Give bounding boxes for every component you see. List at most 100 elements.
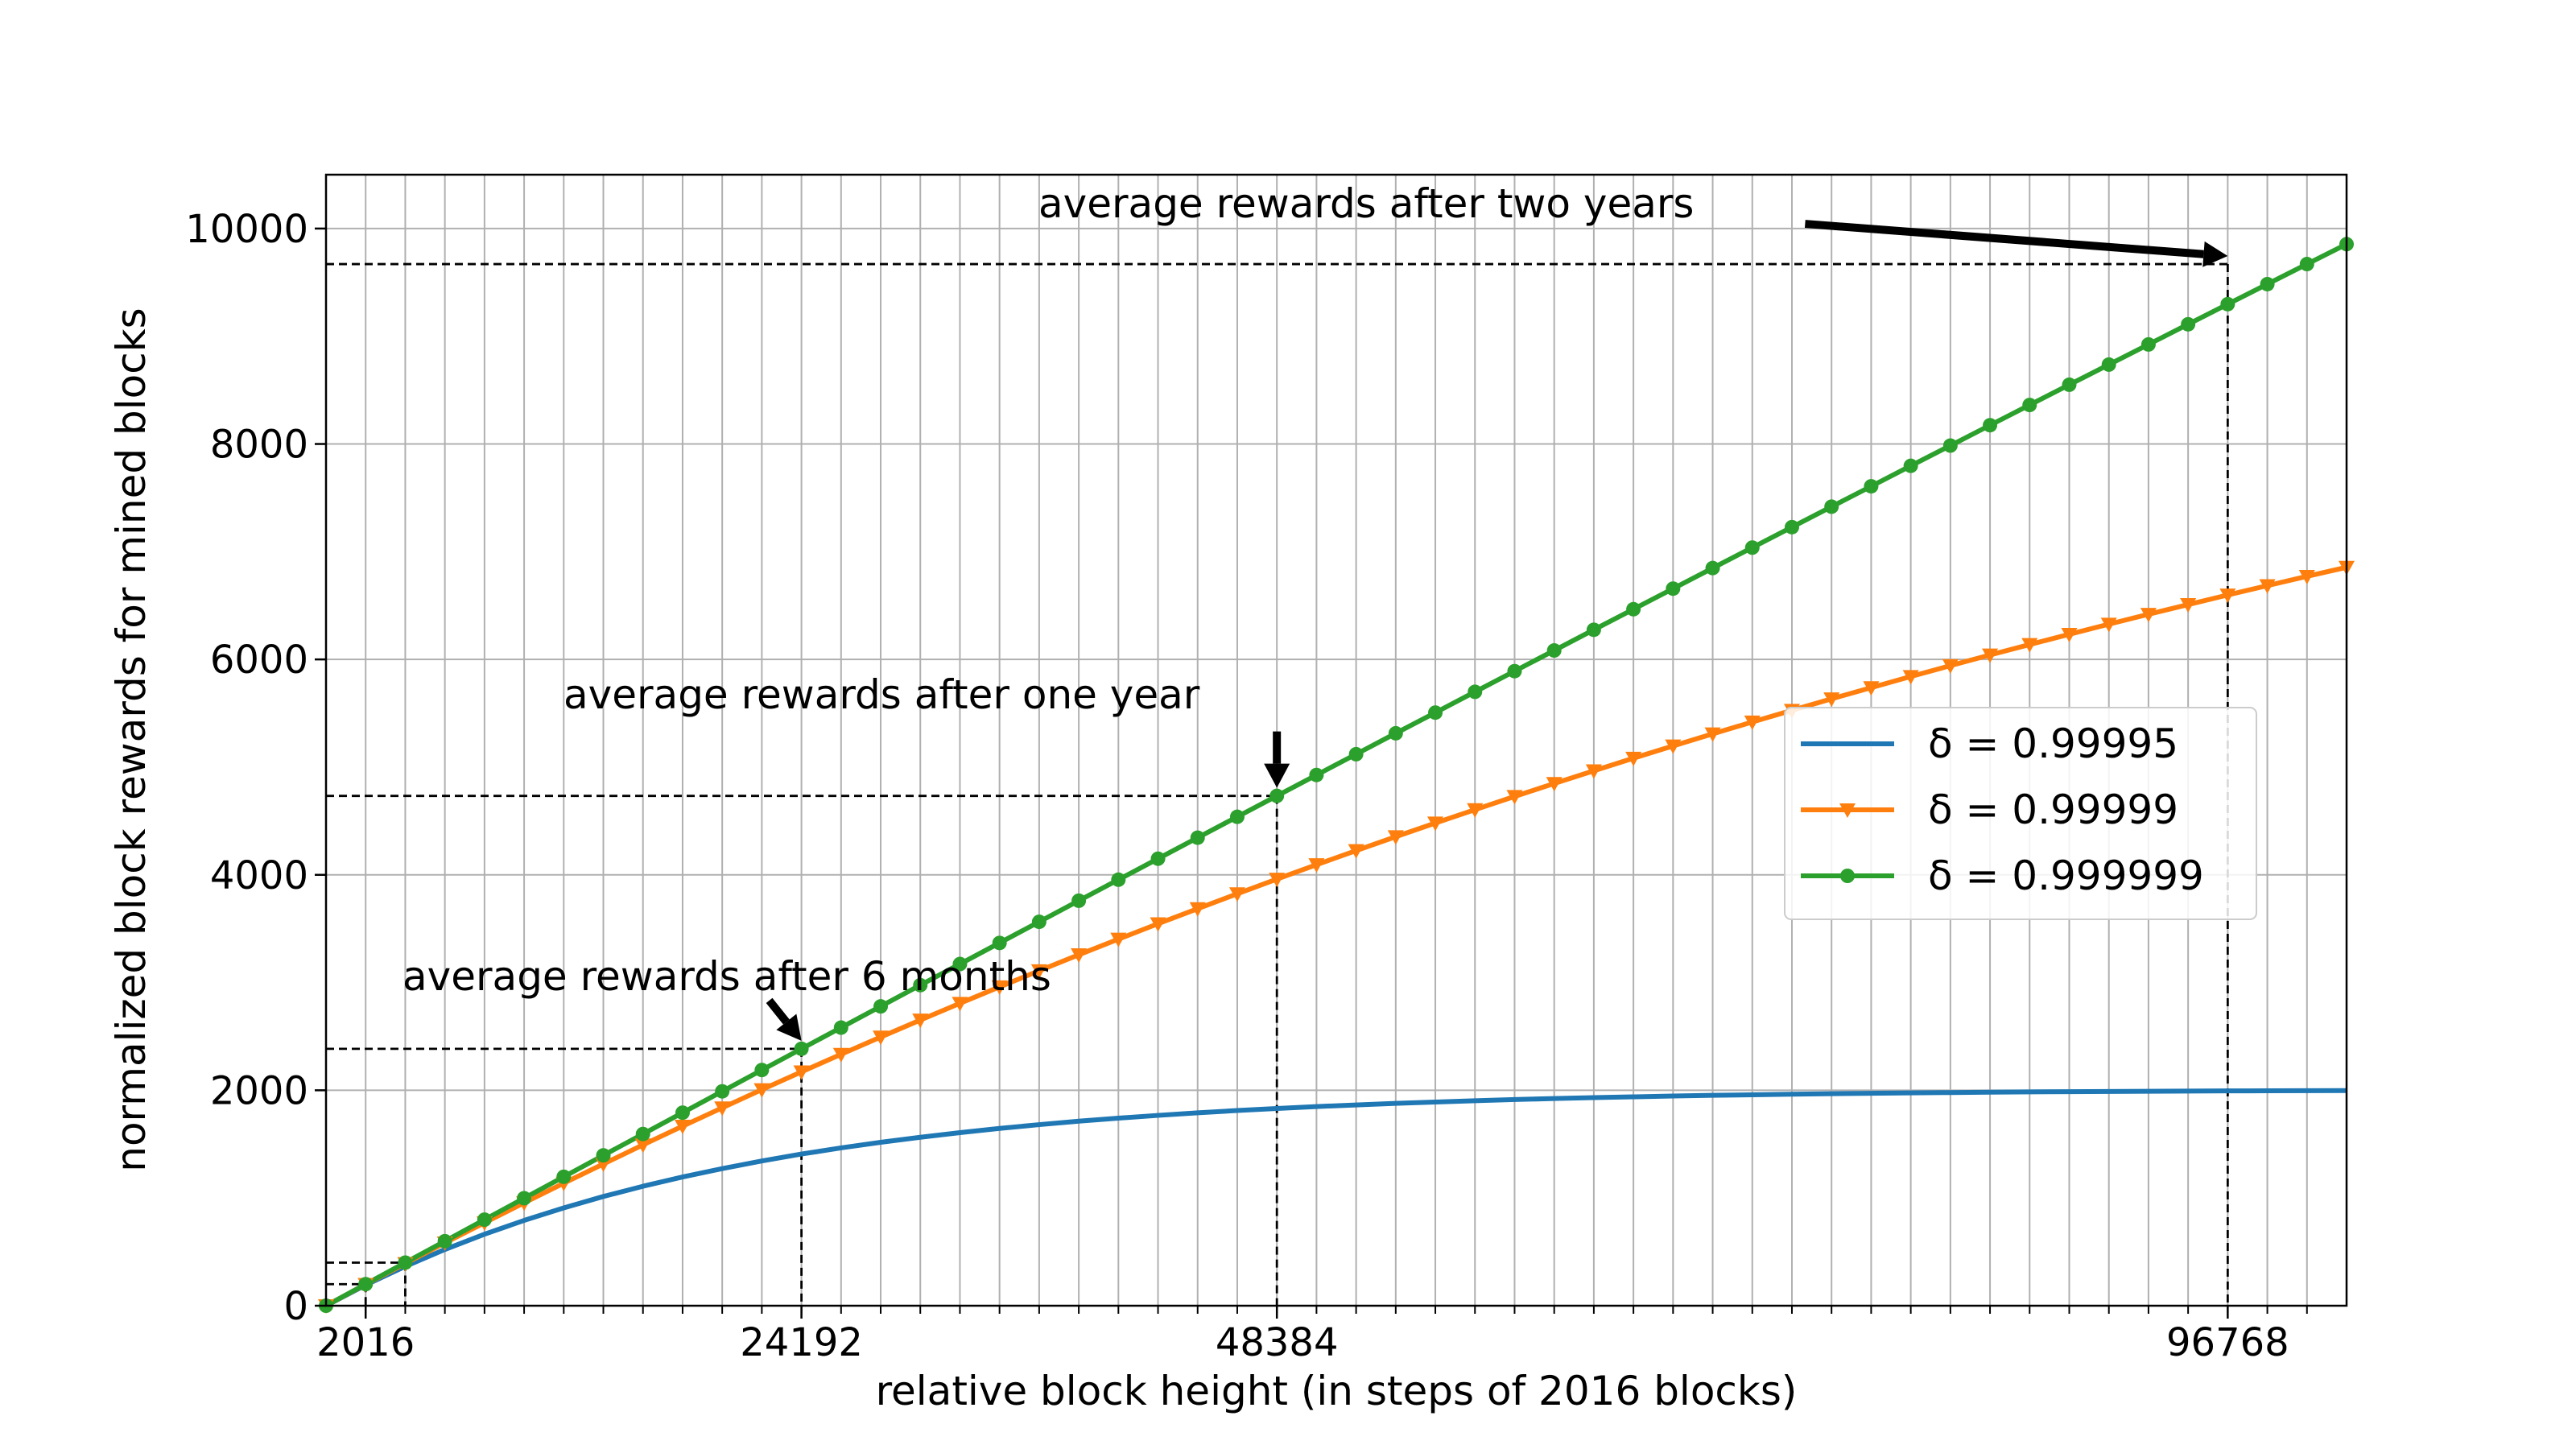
series-2-point	[1982, 648, 1999, 663]
series-3-point	[635, 1126, 650, 1141]
series-2-point	[1189, 902, 1206, 917]
series-3-point	[952, 956, 968, 972]
series-3-point	[2299, 257, 2314, 272]
series-3-point	[1190, 830, 1205, 845]
series-2-point	[873, 1030, 890, 1046]
series-3-point	[715, 1084, 730, 1099]
series-2-point	[1744, 715, 1761, 730]
x-tick-label: 24192	[740, 1320, 863, 1365]
series-line-1	[326, 1088, 2347, 1306]
series-3-point	[2181, 316, 2196, 332]
series-2-point	[1150, 917, 1166, 932]
series-2-point	[2100, 617, 2117, 633]
series-3-point	[1666, 581, 1681, 597]
series-2-point	[1348, 844, 1364, 859]
annotations: average rewards after 6 months average re…	[402, 180, 2228, 1041]
series-3-point	[477, 1212, 492, 1228]
series-3-point	[1586, 622, 1601, 638]
annotation-text: average rewards after one year	[564, 671, 1200, 718]
series-3-point	[913, 977, 928, 993]
series-2-point	[2219, 588, 2236, 604]
series-3-point	[1348, 746, 1364, 762]
series-2-point	[2021, 638, 2038, 653]
series-3-point	[1468, 684, 1483, 700]
x-axis-label: relative block height (in steps of 2016 …	[876, 1368, 1798, 1414]
series-3-point	[2260, 276, 2275, 291]
series-2-point	[1863, 681, 1880, 696]
legend: δ = 0.99995 δ = 0.99999 δ = 0.999999	[1784, 707, 2257, 920]
series-3-point	[2220, 296, 2235, 312]
series-2-point	[1625, 751, 1642, 766]
series-3-point	[833, 1020, 848, 1035]
series-2-point	[2259, 579, 2276, 594]
series-3-point	[1111, 872, 1126, 887]
series-2-point	[1467, 803, 1484, 818]
legend-label: δ = 0.999999	[1928, 852, 2204, 899]
series-line-2	[326, 564, 2347, 1306]
series-2-point	[674, 1119, 691, 1134]
series-3-point	[1983, 418, 1998, 433]
y-tick-label: 2000	[210, 1068, 308, 1113]
series-3-point	[1784, 519, 1799, 535]
y-axis-label: normalized block rewards for mined block…	[108, 308, 155, 1171]
series-3-point	[1150, 851, 1166, 866]
series-3-point	[1705, 560, 1720, 576]
series-3-point	[1071, 893, 1087, 908]
series-3-point	[358, 1277, 374, 1292]
series-3-point	[1864, 479, 1879, 494]
series-2-point	[952, 997, 968, 1012]
annotation-arrow-head	[776, 1013, 802, 1041]
series-3-point	[754, 1063, 770, 1078]
series-3-point	[2101, 357, 2116, 372]
series-3-point	[517, 1191, 532, 1206]
series-3-point	[596, 1148, 611, 1163]
legend-label: δ = 0.99995	[1928, 720, 2178, 767]
grid	[326, 175, 2347, 1306]
x-axis: 2016 24192 48384 96768	[316, 1306, 2308, 1365]
series-2-point	[793, 1065, 810, 1080]
y-tick-label: 0	[283, 1284, 308, 1329]
y-tick-label: 10000	[185, 207, 308, 252]
annotation-arrow-head	[1264, 763, 1290, 788]
y-axis: 0 2000 4000 6000 8000 10000	[185, 207, 326, 1329]
series-3-point	[873, 999, 889, 1014]
annotation-arrow-shaft	[766, 997, 790, 1025]
series-3-point	[1031, 914, 1046, 930]
x-tick-label: 2016	[316, 1320, 415, 1365]
series-2-point	[2180, 598, 2197, 613]
series-3-point	[1942, 438, 1958, 453]
series-2-point	[2061, 627, 2078, 642]
legend-label: δ = 0.99999	[1928, 786, 2178, 833]
y-tick-label: 4000	[210, 853, 308, 898]
series-3-point	[992, 935, 1007, 951]
series-2-point	[1030, 964, 1047, 979]
series-3-point	[437, 1233, 452, 1249]
series-3-point	[1309, 767, 1324, 782]
series-2-point	[991, 980, 1008, 995]
series-2-point	[1506, 790, 1523, 805]
series-layer	[326, 242, 2347, 1306]
legend-marker	[1840, 869, 1855, 883]
series-2-point	[1823, 692, 1840, 708]
series-3-point	[1269, 788, 1285, 803]
annotation-text: average rewards after two years	[1038, 180, 1694, 227]
series-2-point	[1704, 727, 1721, 742]
y-tick-label: 8000	[210, 423, 308, 468]
legend-box	[1784, 707, 2257, 920]
series-3-point	[1428, 705, 1443, 720]
series-2-point	[1110, 932, 1127, 947]
series-3-point	[398, 1255, 413, 1270]
series-3-point	[1507, 663, 1522, 679]
x-tick-label: 48384	[1216, 1320, 1339, 1365]
series-2-point	[1071, 948, 1088, 964]
series-3-point	[675, 1105, 690, 1121]
plot-frame	[324, 173, 2348, 1307]
series-3-point	[2062, 377, 2077, 392]
series-2-point	[1228, 887, 1245, 902]
series-2-point	[2298, 569, 2315, 584]
series-3-point	[1388, 725, 1403, 741]
annotation-arrow-head	[2202, 241, 2228, 267]
series-3-point	[794, 1041, 809, 1056]
series-2-point	[1665, 739, 1682, 754]
